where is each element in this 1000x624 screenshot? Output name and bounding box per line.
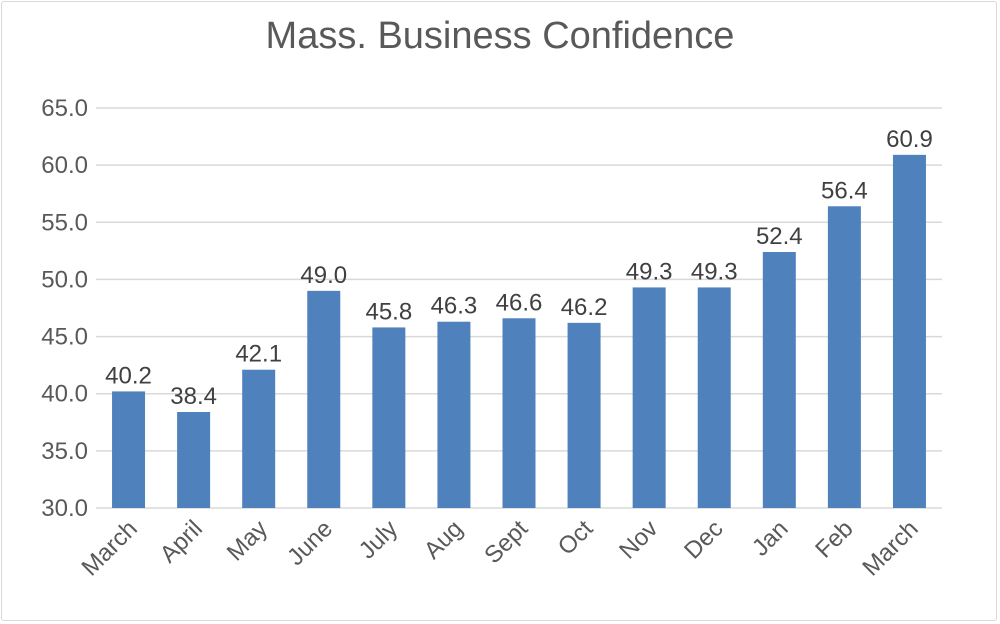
x-tick-label: Aug xyxy=(419,515,468,564)
bar xyxy=(632,287,666,508)
data-label: 40.2 xyxy=(105,362,152,389)
x-tick-label: March xyxy=(77,515,143,581)
bar xyxy=(567,322,601,508)
x-tick-label: Jan xyxy=(747,515,793,561)
data-label: 56.4 xyxy=(821,177,868,204)
x-tick-label: April xyxy=(155,515,208,568)
data-label: 49.3 xyxy=(626,258,673,285)
data-label: 46.2 xyxy=(561,294,608,321)
data-label: 38.4 xyxy=(170,383,217,410)
y-tick-label: 45.0 xyxy=(41,324,88,351)
bar xyxy=(112,391,146,508)
bar xyxy=(177,412,211,508)
x-tick-label: Nov xyxy=(614,515,663,564)
bar xyxy=(242,369,276,508)
chart-title: Mass. Business Confidence xyxy=(266,15,735,57)
x-tick-label: Dec xyxy=(679,515,728,564)
x-tick-label: Oct xyxy=(553,515,599,561)
x-tick-label: Sept xyxy=(479,515,533,569)
x-tick-label: June xyxy=(282,515,338,571)
data-label: 49.0 xyxy=(300,262,347,289)
x-tick-label: Feb xyxy=(810,515,858,563)
y-tick-label: 65.0 xyxy=(41,95,88,122)
data-label: 46.6 xyxy=(496,289,543,316)
bar xyxy=(372,327,406,508)
y-tick-label: 60.0 xyxy=(41,152,88,179)
data-label: 46.3 xyxy=(431,293,478,320)
x-tick-label: March xyxy=(857,515,923,581)
data-label: 42.1 xyxy=(235,341,282,368)
y-tick-label: 40.0 xyxy=(41,381,88,408)
x-tick-label: May xyxy=(222,515,273,566)
y-tick-label: 30.0 xyxy=(41,495,88,522)
bar xyxy=(307,290,341,508)
y-tick-label: 35.0 xyxy=(41,438,88,465)
data-label: 52.4 xyxy=(756,223,803,250)
data-label: 45.8 xyxy=(365,298,412,325)
y-tick-label: 55.0 xyxy=(41,209,88,236)
bar xyxy=(502,318,536,508)
y-tick-label: 50.0 xyxy=(41,266,88,293)
bar xyxy=(827,206,861,509)
bar xyxy=(697,287,731,508)
bar xyxy=(437,321,471,508)
bar xyxy=(762,252,796,508)
data-label: 60.9 xyxy=(886,126,933,153)
bar xyxy=(892,154,926,508)
data-label: 49.3 xyxy=(691,258,738,285)
x-tick-label: July xyxy=(354,515,403,564)
